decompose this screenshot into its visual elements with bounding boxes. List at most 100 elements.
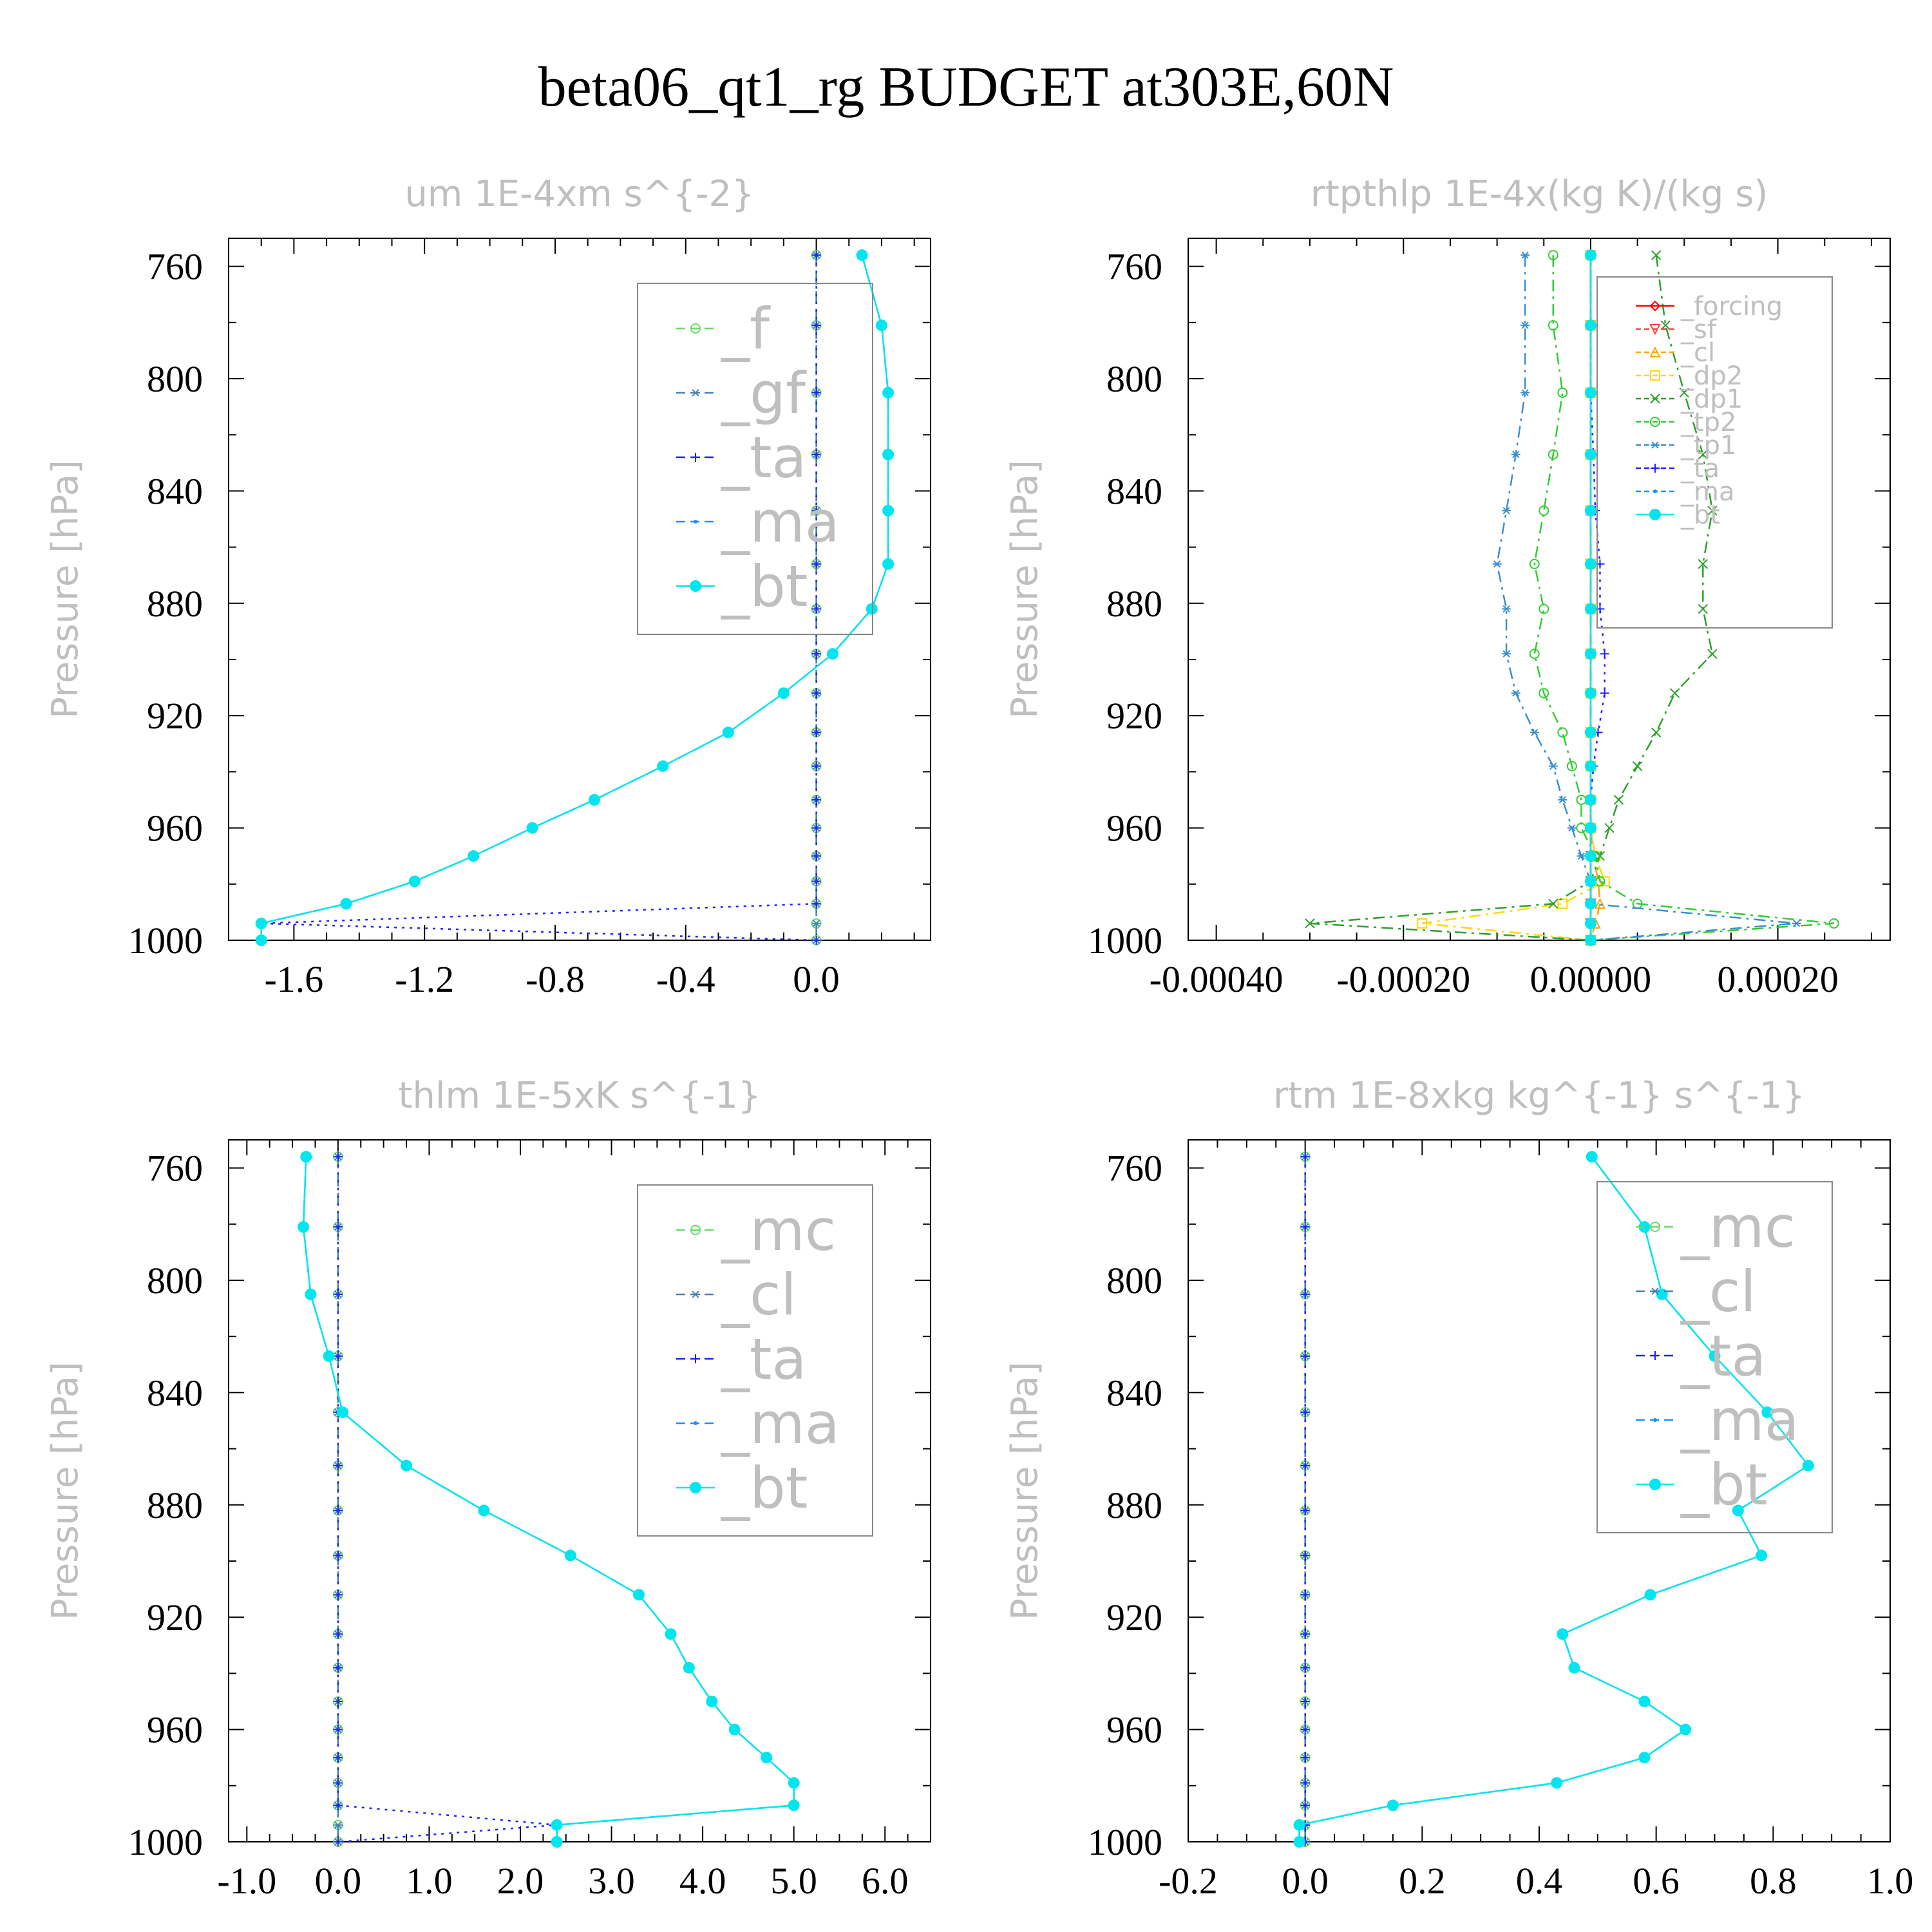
data-point — [1594, 898, 1606, 909]
data-point — [1584, 850, 1596, 862]
y-tick-label: 1000 — [1088, 1821, 1162, 1863]
legend-label: _bt — [721, 553, 808, 620]
series-bt — [255, 249, 895, 946]
data-point — [1300, 1629, 1310, 1639]
data-point — [333, 1351, 343, 1361]
data-point — [1584, 249, 1596, 261]
data-point — [305, 1288, 317, 1300]
data-point — [1300, 1590, 1310, 1600]
data-point — [1417, 918, 1428, 929]
legend-label: _ta — [721, 424, 806, 491]
data-point — [1300, 1506, 1310, 1515]
data-point — [1584, 875, 1596, 887]
legend-label: _gf — [721, 360, 807, 426]
data-point — [333, 1778, 343, 1788]
data-point — [333, 1222, 343, 1232]
series-ta — [256, 251, 821, 945]
data-point — [1584, 558, 1596, 570]
data-point — [340, 898, 352, 910]
data-point — [1511, 451, 1520, 459]
data-point — [1584, 386, 1596, 399]
series-line — [1533, 255, 1834, 942]
x-tick-label: 0.0 — [315, 1860, 362, 1902]
data-point — [1679, 388, 1689, 398]
data-point — [1300, 1801, 1310, 1810]
data-point — [706, 1696, 718, 1707]
data-point — [1502, 650, 1511, 658]
data-point — [882, 558, 895, 570]
data-point — [1529, 558, 1540, 569]
legend-marker — [1649, 300, 1661, 312]
data-point — [856, 249, 868, 261]
data-point — [1566, 761, 1577, 772]
legend-label: _cl — [1680, 1258, 1756, 1325]
data-point — [788, 1799, 800, 1812]
data-point — [1300, 1461, 1310, 1470]
data-point — [1300, 1725, 1310, 1734]
series-bt — [1584, 249, 1596, 946]
y-tick-label: 1000 — [1088, 920, 1162, 961]
legend-label: _bt — [1680, 500, 1720, 530]
y-axis-label: Pressure [hPa] — [44, 460, 86, 719]
data-point — [1529, 649, 1540, 659]
x-tick-label: 4.0 — [679, 1860, 726, 1902]
series-line — [260, 254, 889, 940]
series-bt — [1293, 1151, 1814, 1848]
y-tick-label: 760 — [147, 246, 203, 288]
data-point — [333, 1506, 343, 1515]
data-point — [1584, 934, 1596, 946]
legend-label: _ma — [721, 489, 840, 555]
data-point — [1670, 688, 1680, 699]
panel-title: thlm 1E-5xK s^{-1} — [398, 1075, 761, 1117]
y-tick-label: 840 — [147, 1372, 203, 1414]
legend-marker — [691, 389, 700, 397]
data-point — [255, 934, 267, 946]
data-point — [1305, 918, 1315, 929]
data-point — [1551, 1777, 1563, 1789]
panel-1: um 1E-4xm s^{-2} Pressure [hPa] 760 800 840 8… — [44, 173, 931, 1000]
data-point — [1539, 603, 1549, 614]
x-tick-label: 0.6 — [1633, 1860, 1680, 1902]
data-point — [1557, 387, 1568, 398]
data-point — [1557, 898, 1568, 909]
y-tick-label: 840 — [1106, 1372, 1162, 1414]
data-point — [1584, 504, 1596, 516]
legend-label: _tp1 — [1680, 431, 1737, 460]
data-point — [1300, 1551, 1310, 1560]
y-axis-label: Pressure [hPa] — [1004, 1361, 1046, 1620]
data-point — [1586, 1151, 1598, 1163]
panel-title: um 1E-4xm s^{-2} — [404, 173, 754, 215]
data-point — [1584, 648, 1596, 660]
legend: _mc_cl_ta_ma_bt — [637, 1184, 873, 1537]
data-point — [1492, 560, 1502, 568]
data-point — [811, 506, 821, 515]
data-point — [1698, 603, 1709, 614]
data-point — [333, 1551, 343, 1560]
data-point — [1300, 1222, 1310, 1232]
data-point — [333, 1663, 343, 1672]
series-line — [1422, 255, 1606, 942]
legend-label: _ta — [721, 1326, 806, 1392]
legend-label: _mc — [721, 1197, 836, 1264]
x-tick-label: -0.00020 — [1336, 958, 1470, 1000]
data-point — [300, 1151, 312, 1163]
data-point — [811, 936, 821, 945]
data-point — [1511, 689, 1520, 697]
legend-marker — [691, 1354, 700, 1363]
legend-label: _sf — [1680, 315, 1717, 345]
y-tick-label: 920 — [1106, 1596, 1162, 1638]
figure-title: beta06_qt1_rg BUDGET at303E,60N — [538, 56, 1394, 118]
series-line — [261, 255, 817, 942]
data-point — [1502, 605, 1511, 613]
y-axis-label: Pressure [hPa] — [44, 1361, 86, 1620]
data-point — [882, 504, 895, 516]
data-point — [1756, 1549, 1768, 1562]
data-point — [811, 688, 821, 698]
y-axis-label: Pressure [hPa] — [1004, 460, 1046, 719]
series-dp1 — [1305, 250, 1718, 945]
data-point — [826, 648, 838, 660]
data-point — [1707, 649, 1718, 659]
legend-marker — [1650, 393, 1660, 404]
